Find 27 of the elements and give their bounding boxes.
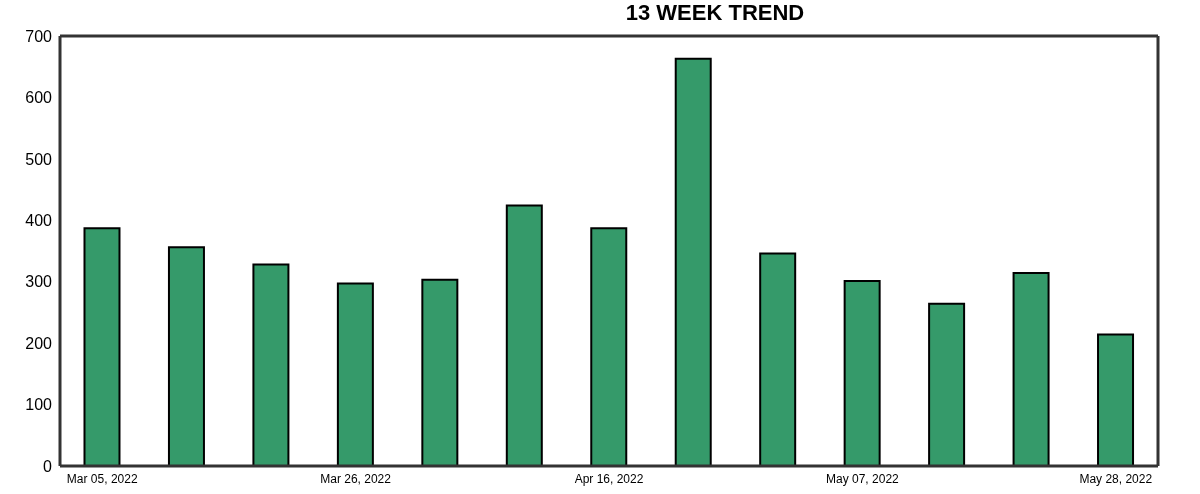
x-tick-label: Apr 16, 2022 <box>574 471 644 486</box>
bar <box>83 227 121 466</box>
y-tick-label: 100 <box>25 396 53 414</box>
y-tick-label: 300 <box>25 273 53 291</box>
chart-title: 13 WEEK TREND <box>624 0 806 27</box>
x-tick-label: Mar 26, 2022 <box>320 471 392 486</box>
bar <box>928 302 966 466</box>
y-tick-label: 500 <box>25 150 53 168</box>
bar <box>167 246 205 466</box>
y-tick-label: 0 <box>43 457 53 475</box>
y-tick-label: 400 <box>25 211 53 229</box>
x-tick-label: May 07, 2022 <box>826 471 900 486</box>
bar <box>843 280 881 466</box>
y-tick-label: 700 <box>25 27 53 45</box>
bar <box>674 57 712 466</box>
bar <box>505 204 543 466</box>
bar <box>1097 333 1135 466</box>
y-tick-label: 600 <box>25 89 53 107</box>
bar <box>1012 272 1050 466</box>
bar <box>336 282 374 466</box>
bar <box>590 227 628 466</box>
y-tick-label: 200 <box>25 334 53 352</box>
bar <box>759 252 797 466</box>
bar <box>421 278 459 466</box>
bar <box>252 263 290 466</box>
x-tick-label: Mar 05, 2022 <box>66 471 138 486</box>
x-tick-label: May 28, 2022 <box>1079 471 1153 486</box>
